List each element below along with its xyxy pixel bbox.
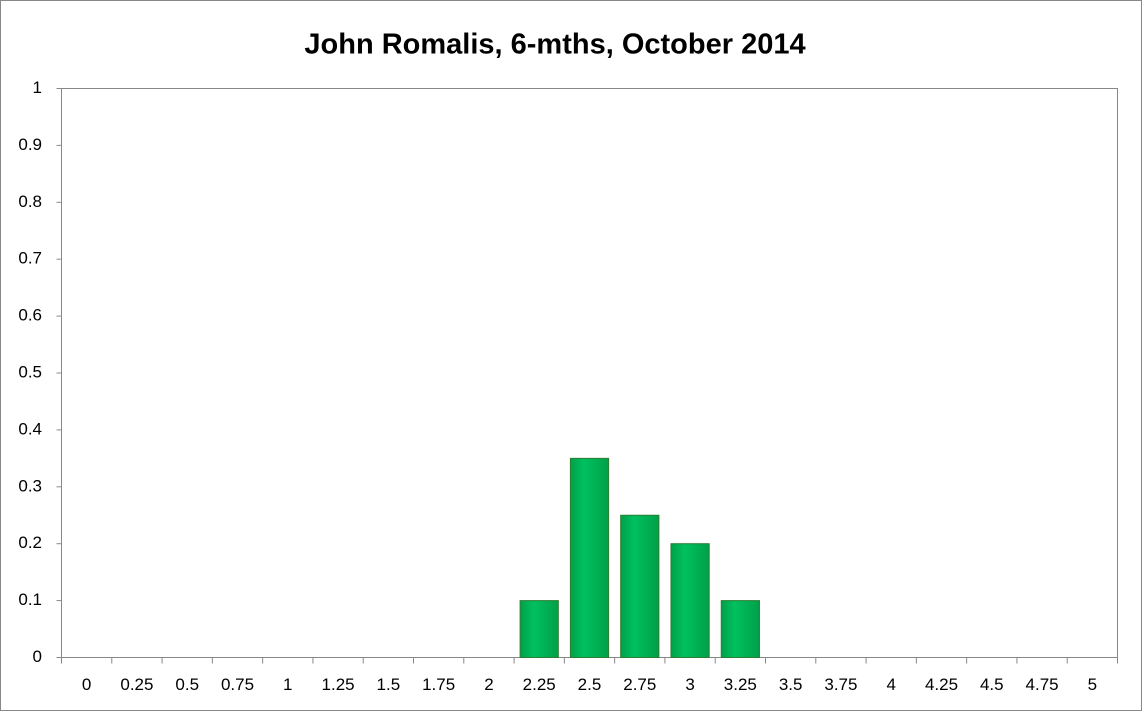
x-tick-label: 0.75	[221, 675, 254, 694]
y-tick-label: 0.4	[18, 419, 42, 438]
y-tick-label: 0.9	[18, 135, 42, 154]
x-tick-label: 0.25	[120, 675, 153, 694]
x-tick-label: 4.75	[1026, 675, 1059, 694]
x-tick-label: 3.5	[779, 675, 803, 694]
bar	[670, 543, 710, 659]
x-tick-label: 4.25	[925, 675, 958, 694]
x-tick-label: 1.75	[422, 675, 455, 694]
x-tick-label: 0	[82, 675, 91, 694]
y-tick-label: 1	[33, 78, 42, 97]
x-tick-label: 2.25	[523, 675, 556, 694]
bar	[720, 600, 760, 658]
x-tick-label: 1	[283, 675, 292, 694]
y-tick-label: 0.3	[18, 476, 42, 495]
x-tick-label: 3.25	[724, 675, 757, 694]
bar	[569, 457, 610, 658]
x-tick-label: 2.75	[623, 675, 656, 694]
x-tick-label: 0.5	[175, 675, 199, 694]
y-tick-label: 0.6	[18, 306, 42, 325]
bar	[620, 514, 660, 658]
x-tick-label: 4.5	[980, 675, 1004, 694]
y-tick-label: 0.8	[18, 192, 42, 211]
y-tick-label: 0.1	[18, 590, 42, 609]
bar	[519, 600, 559, 658]
y-tick-label: 0.5	[18, 362, 42, 381]
y-tick-label: 0	[33, 647, 42, 666]
x-tick-label: 3.75	[824, 675, 857, 694]
x-tick-label: 1.5	[377, 675, 401, 694]
x-tick-label: 4	[886, 675, 895, 694]
chart-title: John Romalis, 6-mths, October 2014	[304, 29, 805, 61]
y-tick-label: 0.2	[18, 533, 42, 552]
x-tick-label: 3	[685, 675, 694, 694]
y-tick-label: 0.7	[18, 249, 42, 268]
x-tick-label: 2.5	[578, 675, 602, 694]
x-tick-label: 2	[484, 675, 493, 694]
x-tick-label: 1.25	[322, 675, 355, 694]
x-tick-label: 5	[1088, 675, 1097, 694]
